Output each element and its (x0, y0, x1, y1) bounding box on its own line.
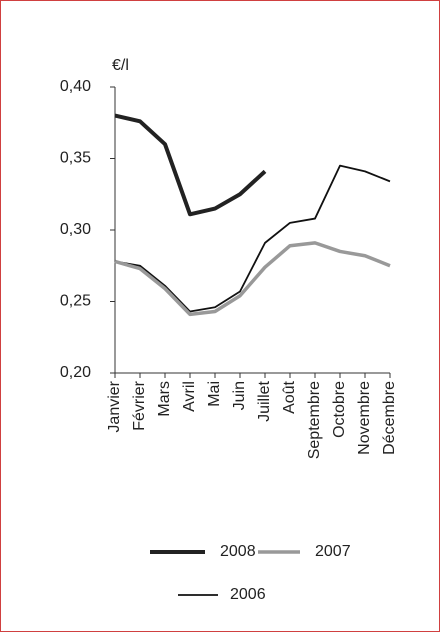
x-tick-label: Août (281, 380, 298, 413)
x-tick-label: Juillet (256, 380, 273, 421)
x-tick-label: Octobre (331, 381, 348, 438)
y-tick-label: 0,30 (60, 221, 91, 238)
x-tick-label: Février (131, 380, 148, 430)
x-tick-label: Avril (181, 381, 198, 412)
y-unit: €/l (112, 57, 129, 74)
y-tick-label: 0,40 (60, 78, 91, 95)
series-line (114, 113, 267, 217)
series-line (114, 164, 391, 313)
series-line (114, 241, 391, 317)
y-tick-label: 0,25 (60, 293, 91, 310)
x-tick-label: Mai (206, 381, 223, 407)
legend-label: 2006 (230, 586, 266, 603)
x-tick-label: Janvier (106, 380, 123, 432)
x-tick-label: Juin (231, 381, 248, 410)
x-tick-label: Décembre (381, 381, 398, 455)
x-tick-label: Mars (156, 381, 173, 417)
y-tick-label: 0,35 (60, 150, 91, 167)
x-tick-label: Novembre (356, 381, 373, 455)
legend-label: 2008 (220, 543, 256, 560)
x-tick-label: Septembre (306, 381, 323, 459)
y-tick-label: 0,20 (60, 364, 91, 381)
legend-label: 2007 (315, 543, 351, 560)
